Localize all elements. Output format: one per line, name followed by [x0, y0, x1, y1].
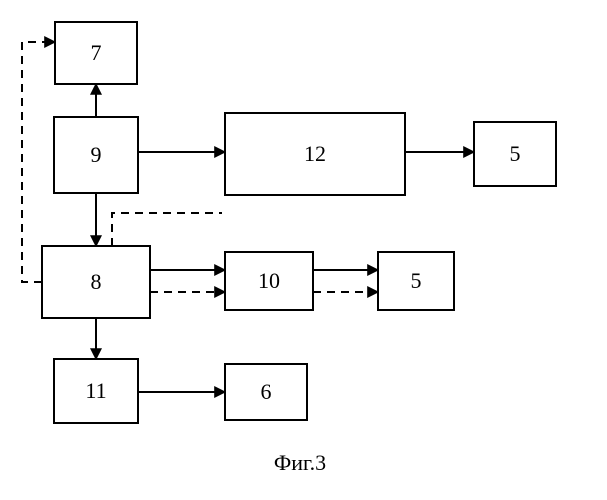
node-label: 5: [510, 141, 521, 166]
node-n7: 7: [55, 22, 137, 84]
edge-8: [112, 213, 222, 246]
node-n6: 6: [225, 364, 307, 420]
node-n5b: 5: [378, 252, 454, 310]
node-label: 10: [258, 268, 280, 293]
node-label: 5: [411, 268, 422, 293]
node-label: 7: [91, 40, 102, 65]
node-n10: 10: [225, 252, 313, 310]
node-n5a: 5: [474, 122, 556, 186]
node-n9: 9: [54, 117, 138, 193]
figure-caption: Фиг.3: [274, 450, 326, 475]
node-label: 12: [304, 141, 326, 166]
node-n12: 12: [225, 113, 405, 195]
nodes-layer: 7 9 12 5 8 10 5 11 6: [42, 22, 556, 423]
edges-layer: [22, 42, 474, 392]
node-n11: 11: [54, 359, 138, 423]
node-label: 6: [261, 379, 272, 404]
node-label: 9: [91, 142, 102, 167]
node-label: 11: [85, 378, 106, 403]
node-label: 8: [91, 269, 102, 294]
node-n8: 8: [42, 246, 150, 318]
